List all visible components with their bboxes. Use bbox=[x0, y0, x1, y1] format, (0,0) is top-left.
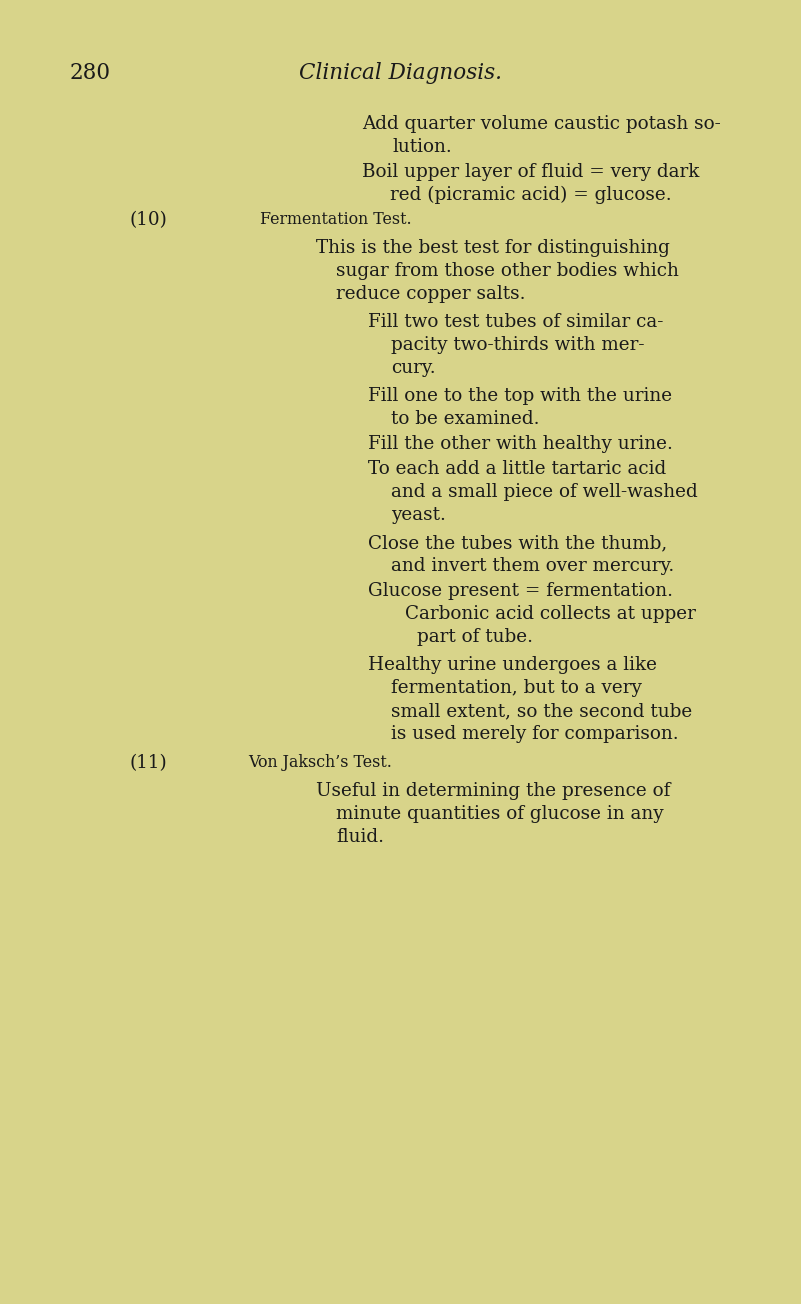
Text: Fill the other with healthy urine.: Fill the other with healthy urine. bbox=[368, 436, 674, 452]
Text: Clinical Diagnosis.: Clinical Diagnosis. bbox=[299, 63, 502, 83]
Text: 280: 280 bbox=[70, 63, 111, 83]
Text: small extent, so the second tube: small extent, so the second tube bbox=[391, 702, 692, 720]
Text: pacity two-thirds with mer-: pacity two-thirds with mer- bbox=[391, 336, 644, 353]
Text: sugar from those other bodies which: sugar from those other bodies which bbox=[336, 262, 679, 280]
Text: (11): (11) bbox=[130, 754, 167, 772]
Text: red (picramic acid) = glucose.: red (picramic acid) = glucose. bbox=[390, 186, 672, 205]
Text: cury.: cury. bbox=[391, 359, 436, 377]
Text: Add quarter volume caustic potash so-: Add quarter volume caustic potash so- bbox=[362, 115, 721, 133]
Text: Fermentation Test.: Fermentation Test. bbox=[260, 211, 412, 228]
Text: (10): (10) bbox=[130, 211, 167, 230]
Text: reduce copper salts.: reduce copper salts. bbox=[336, 286, 526, 303]
Text: is used merely for comparison.: is used merely for comparison. bbox=[391, 725, 678, 743]
Text: and invert them over mercury.: and invert them over mercury. bbox=[391, 557, 674, 575]
Text: Fill one to the top with the urine: Fill one to the top with the urine bbox=[368, 387, 673, 406]
Text: Close the tubes with the thumb,: Close the tubes with the thumb, bbox=[368, 535, 668, 552]
Text: yeast.: yeast. bbox=[391, 506, 446, 524]
Text: Useful in determining the presence of: Useful in determining the presence of bbox=[316, 782, 670, 799]
Text: minute quantities of glucose in any: minute quantities of glucose in any bbox=[336, 805, 664, 823]
Text: and a small piece of well-washed: and a small piece of well-washed bbox=[391, 482, 698, 501]
Text: This is the best test for distinguishing: This is the best test for distinguishing bbox=[316, 239, 670, 257]
Text: fermentation, but to a very: fermentation, but to a very bbox=[391, 679, 642, 698]
Text: To each add a little tartaric acid: To each add a little tartaric acid bbox=[368, 460, 666, 479]
Text: Von Jaksch’s Test.: Von Jaksch’s Test. bbox=[248, 754, 392, 771]
Text: to be examined.: to be examined. bbox=[391, 409, 539, 428]
Text: lution.: lution. bbox=[392, 138, 453, 156]
Text: Boil upper layer of fluid = very dark: Boil upper layer of fluid = very dark bbox=[362, 163, 699, 181]
Text: Glucose present = fermentation.: Glucose present = fermentation. bbox=[368, 582, 674, 600]
Text: Carbonic acid collects at upper: Carbonic acid collects at upper bbox=[405, 605, 695, 623]
Text: Healthy urine undergoes a like: Healthy urine undergoes a like bbox=[368, 656, 658, 674]
Text: part of tube.: part of tube. bbox=[417, 629, 533, 645]
Text: Fill two test tubes of similar ca-: Fill two test tubes of similar ca- bbox=[368, 313, 664, 331]
Text: fluid.: fluid. bbox=[336, 828, 384, 846]
